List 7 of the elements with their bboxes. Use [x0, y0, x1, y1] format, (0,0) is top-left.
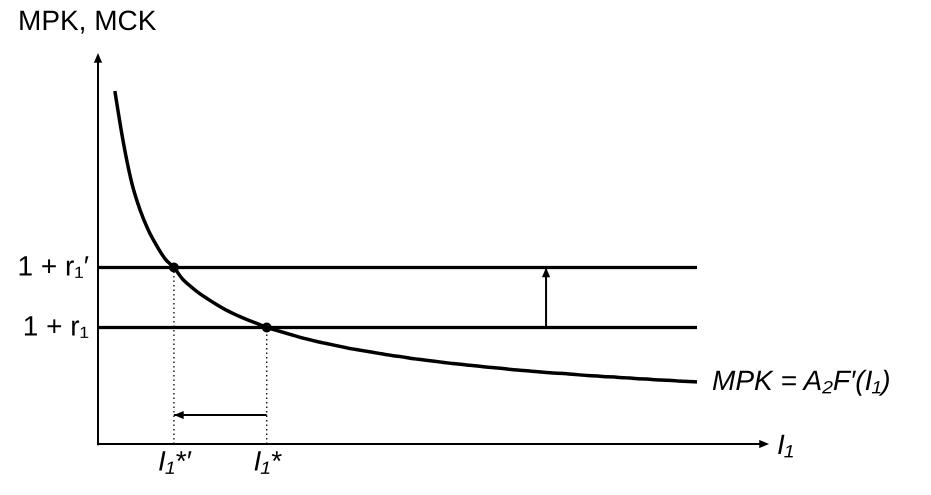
ref-line-label: 1 + r₁′ [17, 250, 89, 282]
x-tick-label: I₁* [253, 446, 282, 476]
y-axis-title: MPK, MCK [18, 5, 157, 36]
series-label: MPK = A₂F′(I₁) [712, 364, 891, 396]
x-axis-title: I₁ [777, 429, 794, 460]
ref-line-label: 1 + r₁ [22, 310, 89, 342]
x-tick-label: I₁*′ [158, 446, 193, 476]
